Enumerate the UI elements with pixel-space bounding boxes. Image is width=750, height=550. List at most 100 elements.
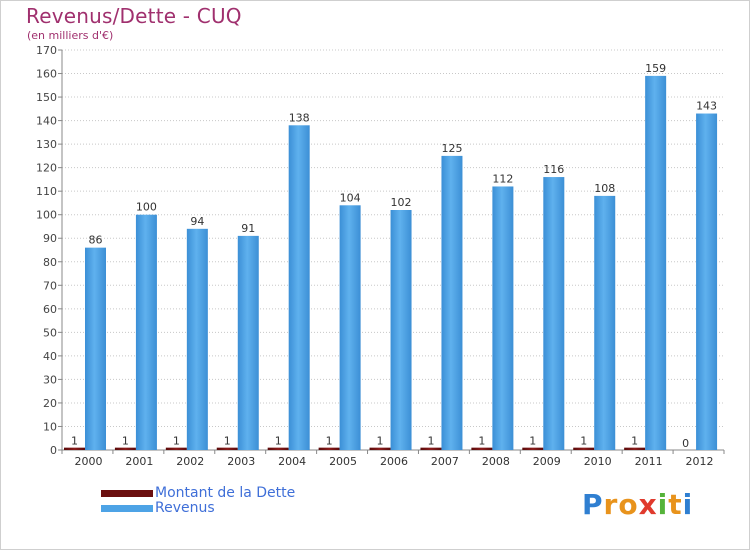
bar-revenue xyxy=(135,214,157,450)
data-label-revenue: 91 xyxy=(241,222,255,235)
data-label-debt: 1 xyxy=(580,435,587,448)
x-tick-label: 2011 xyxy=(635,455,663,468)
legend-label-revenue: Revenus xyxy=(155,500,215,516)
bar-debt xyxy=(573,447,595,450)
y-tick-label: 160 xyxy=(36,68,57,81)
data-label-debt: 1 xyxy=(275,435,282,448)
logo-letter: i xyxy=(657,488,669,521)
logo-letter: t xyxy=(668,488,683,521)
data-label-debt: 1 xyxy=(173,435,180,448)
x-tick-label: 2012 xyxy=(686,455,714,468)
y-tick-label: 80 xyxy=(43,256,57,269)
x-tick-label: 2002 xyxy=(176,455,204,468)
y-tick-label: 150 xyxy=(36,91,57,104)
bar-debt xyxy=(114,447,136,450)
data-label-revenue: 125 xyxy=(441,142,462,155)
x-tick-label: 2007 xyxy=(431,455,459,468)
logo-letter: x xyxy=(638,488,658,521)
bar-revenue xyxy=(85,247,106,450)
data-label-revenue: 100 xyxy=(136,201,157,214)
y-tick-label: 90 xyxy=(43,232,57,245)
bar-revenue xyxy=(543,177,565,450)
data-label-revenue: 102 xyxy=(391,196,412,209)
axes: 0102030405060708090100110120130140150160… xyxy=(36,44,725,468)
bar-revenue xyxy=(492,186,514,450)
x-tick-label: 2004 xyxy=(278,455,306,468)
y-tick-label: 50 xyxy=(43,326,57,339)
legend-swatch-revenue xyxy=(101,505,153,512)
data-label-debt: 1 xyxy=(122,435,129,448)
y-tick-label: 10 xyxy=(43,420,57,433)
bar-revenue xyxy=(645,75,667,450)
x-tick-label: 2010 xyxy=(584,455,612,468)
y-tick-label: 30 xyxy=(43,373,57,386)
data-label-revenue: 159 xyxy=(645,62,666,75)
bars xyxy=(64,75,718,450)
bar-revenue xyxy=(339,205,361,450)
data-labels: 1861100194191113811041102112511121116110… xyxy=(71,62,717,450)
bar-revenue xyxy=(390,210,412,450)
bar-revenue xyxy=(594,195,616,450)
data-label-revenue: 94 xyxy=(190,215,204,228)
data-label-debt: 1 xyxy=(529,435,536,448)
y-tick-label: 130 xyxy=(36,138,57,151)
data-label-debt: 1 xyxy=(478,435,485,448)
bar-revenue xyxy=(288,125,310,450)
bar-revenue xyxy=(186,228,208,450)
data-label-debt: 1 xyxy=(224,435,231,448)
bar-debt xyxy=(64,447,85,450)
legend-swatch-debt xyxy=(101,490,153,497)
x-tick-label: 2001 xyxy=(125,455,153,468)
bar-debt xyxy=(216,447,238,450)
bar-debt xyxy=(267,447,289,450)
bar-debt xyxy=(471,447,493,450)
y-tick-label: 40 xyxy=(43,350,57,363)
data-label-debt: 1 xyxy=(427,435,434,448)
y-tick-label: 170 xyxy=(36,44,57,57)
proxiti-logo: Proxiti xyxy=(582,488,693,521)
bar-debt xyxy=(522,447,544,450)
chart-subtitle: (en milliers d'€) xyxy=(27,29,114,42)
data-label-revenue: 116 xyxy=(543,163,564,176)
y-tick-label: 100 xyxy=(36,209,57,222)
x-tick-label: 2005 xyxy=(329,455,357,468)
bar-debt xyxy=(165,447,187,450)
logo-letter: o xyxy=(618,488,639,521)
bar-debt xyxy=(369,447,391,450)
bar-revenue xyxy=(237,235,259,450)
bar-debt xyxy=(624,447,646,450)
data-label-debt: 1 xyxy=(71,435,78,448)
data-label-revenue: 86 xyxy=(89,234,103,247)
data-label-revenue: 112 xyxy=(492,172,513,185)
y-tick-label: 70 xyxy=(43,279,57,292)
y-tick-label: 140 xyxy=(36,115,57,128)
logo-letter: r xyxy=(603,488,619,521)
data-label-revenue: 104 xyxy=(340,191,361,204)
x-tick-label: 2009 xyxy=(533,455,561,468)
x-tick-label: 2006 xyxy=(380,455,408,468)
x-tick-label: 2000 xyxy=(74,455,102,468)
data-label-debt: 1 xyxy=(631,435,638,448)
logo-letter: P xyxy=(582,488,604,521)
bar-debt xyxy=(318,447,340,450)
bar-revenue xyxy=(696,113,718,450)
y-tick-label: 0 xyxy=(50,444,57,457)
data-label-debt: 1 xyxy=(326,435,333,448)
y-tick-label: 60 xyxy=(43,303,57,316)
x-tick-label: 2008 xyxy=(482,455,510,468)
y-tick-label: 110 xyxy=(36,185,57,198)
data-label-debt: 1 xyxy=(377,435,384,448)
legend-label-debt: Montant de la Dette xyxy=(155,485,296,501)
data-label-debt: 0 xyxy=(682,437,689,450)
y-tick-label: 120 xyxy=(36,162,57,175)
bar-revenue xyxy=(441,155,463,450)
data-label-revenue: 108 xyxy=(594,182,615,195)
data-label-revenue: 143 xyxy=(696,100,717,113)
logo-letter: i xyxy=(682,488,694,521)
y-tick-label: 20 xyxy=(43,397,57,410)
data-label-revenue: 138 xyxy=(289,111,310,124)
bar-debt xyxy=(420,447,442,450)
chart-title: Revenus/Dette - CUQ xyxy=(26,4,242,28)
